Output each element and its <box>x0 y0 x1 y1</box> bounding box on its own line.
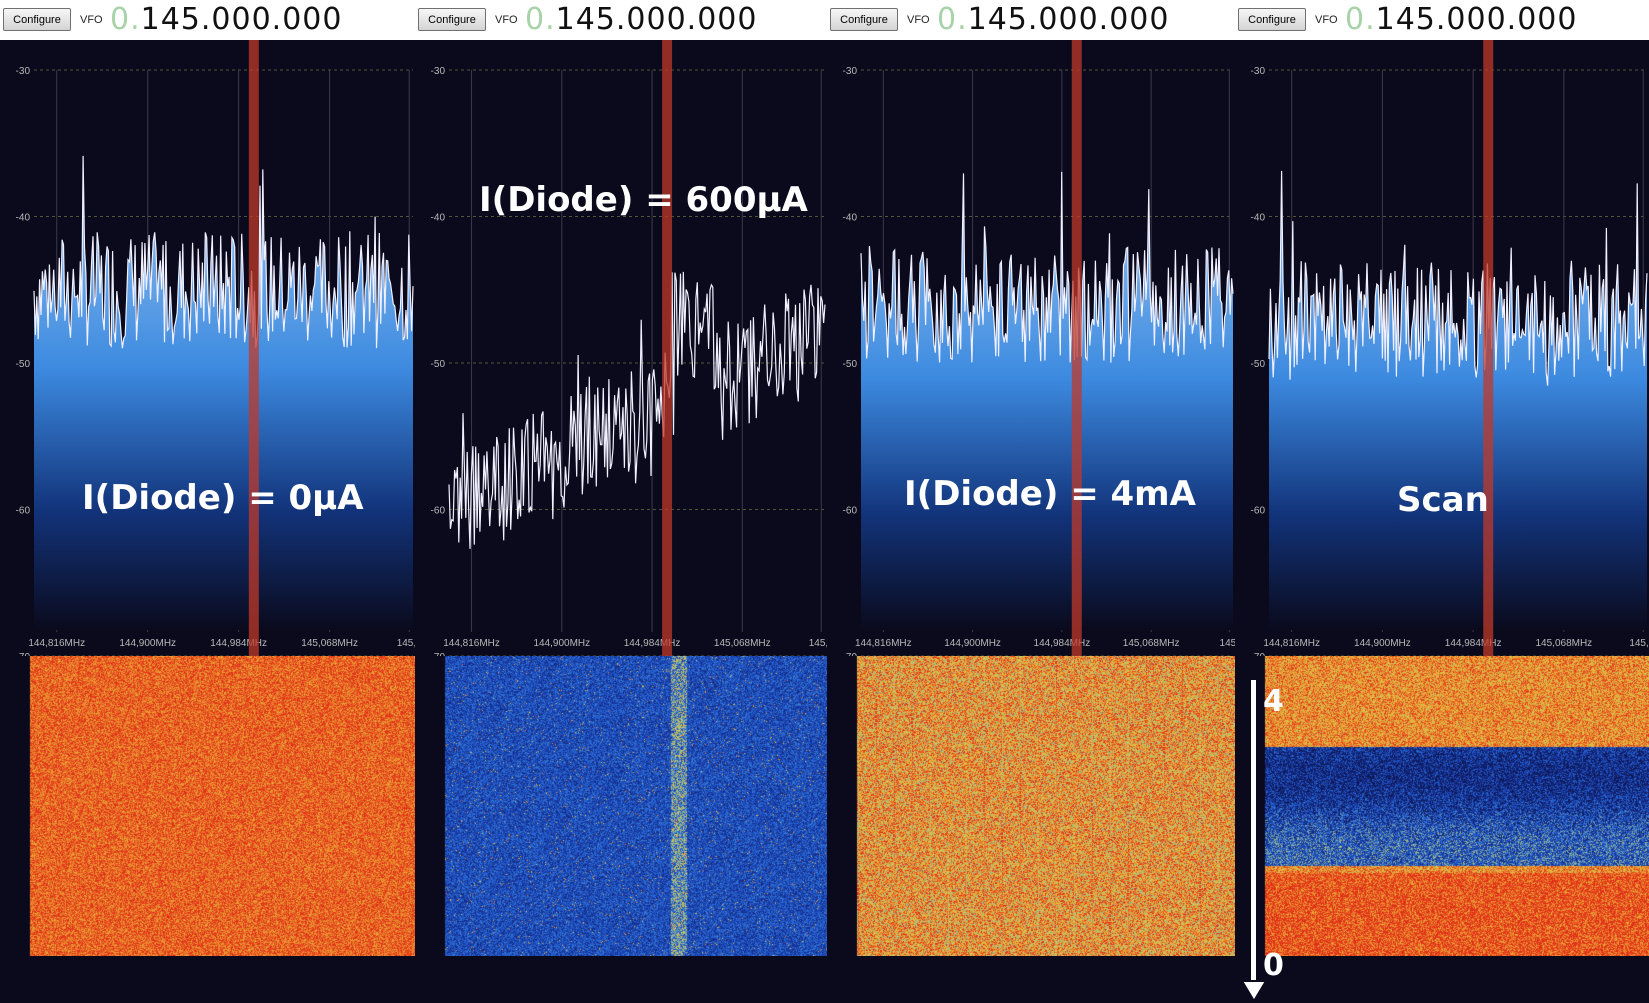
vfo-frequency[interactable]: 0.145.000.000 <box>110 2 342 37</box>
grid <box>449 69 825 656</box>
toolbar: Configure VFO 0.145.000.000 <box>415 0 827 40</box>
spectrum-fill <box>861 171 1233 630</box>
y-tick-label: -40 <box>1251 213 1266 224</box>
sdr-panel-2: Configure VFO 0.145.000.000 -30 -40 -50 -60… <box>415 0 827 1003</box>
sdr-panel-1: Configure VFO 0.145.000.000 -30 -40 -50 -60… <box>0 0 415 1003</box>
x-tick-label: 145,068MHz <box>1535 638 1592 649</box>
y-tick-label: -40 <box>16 213 31 224</box>
scan-axis-top-label: 4 <box>1263 684 1284 719</box>
y-tick-label: -50 <box>431 359 446 370</box>
y-tick-label: -70 <box>431 652 446 656</box>
y-tick-label: -60 <box>1251 506 1266 517</box>
y-tick-label: -60 <box>16 506 31 517</box>
configure-button[interactable]: Configure <box>418 8 486 31</box>
x-tick-label: 144,984MHz <box>624 638 681 649</box>
x-tick-label: 144,900MHz <box>944 638 1001 649</box>
x-tick-label: 145,1 <box>397 638 415 649</box>
vfo-frequency[interactable]: 0.145.000.000 <box>1345 2 1577 37</box>
vfo-label: VFO <box>1315 14 1338 26</box>
toolbar: Configure VFO 0.145.000.000 <box>827 0 1235 40</box>
vfo-frequency-value: 145.000.000 <box>555 2 758 37</box>
x-tick-label: 145, <box>1220 638 1235 649</box>
overlay-label: I(Diode) = 600µA <box>479 180 808 220</box>
configure-button[interactable]: Configure <box>830 8 898 31</box>
x-tick-label: 144,816MHz <box>1263 638 1320 649</box>
y-tick-label: -30 <box>1251 66 1266 77</box>
spectrum-trace <box>860 171 1234 363</box>
spectrum-fill <box>1269 170 1647 630</box>
waterfall-display[interactable] <box>827 656 1235 956</box>
vfo-frequency[interactable]: 0.145.000.000 <box>937 2 1169 37</box>
vfo-frequency-value: 145.000.000 <box>1375 2 1578 37</box>
y-tick-label: -50 <box>16 359 31 370</box>
spectrum-plot[interactable]: -30 -40 -50 -60 -70 144,816MHz 144,900MHz 144,9… <box>415 0 827 656</box>
x-tick-label: 144,984MHz <box>1445 638 1502 649</box>
vfo-frequency-prefix: 0. <box>1345 2 1376 37</box>
y-tick-label: -60 <box>431 506 446 517</box>
sdr-panel-3: Configure VFO 0.145.000.000 -30 -40 -50 -60… <box>827 0 1235 1003</box>
x-tick-label: 145,1! <box>1629 638 1649 649</box>
y-tick-label: -70 <box>16 652 31 656</box>
x-tick-label: 144,900MHz <box>1354 638 1411 649</box>
waterfall-display[interactable] <box>0 656 415 956</box>
vfo-frequency-prefix: 0. <box>110 2 141 37</box>
overlay-label: I(Diode) = 0µA <box>82 478 364 518</box>
y-tick-label: -30 <box>431 66 446 77</box>
vfo-label: VFO <box>80 14 103 26</box>
y-tick-label: -40 <box>431 213 446 224</box>
vfo-label: VFO <box>495 14 518 26</box>
x-tick-label: 144,816MHz <box>443 638 500 649</box>
vfo-marker <box>248 40 259 656</box>
waterfall-display[interactable] <box>415 656 827 956</box>
y-tick-label: -30 <box>16 66 31 77</box>
spectrum-trace <box>33 155 414 349</box>
x-tick-label: 145,068MHz <box>714 638 771 649</box>
x-tick-label: 145,1 <box>809 638 827 649</box>
toolbar: Configure VFO 0.145.000.000 <box>0 0 415 40</box>
y-tick-label: -60 <box>843 506 858 517</box>
scan-axis-bottom-label: 0 <box>1263 948 1284 983</box>
configure-button[interactable]: Configure <box>3 8 71 31</box>
y-tick-label: -50 <box>843 359 858 370</box>
y-tick-label: -70 <box>843 652 858 656</box>
x-tick-label: 144,984MHz <box>1034 638 1091 649</box>
configure-button[interactable]: Configure <box>1238 8 1306 31</box>
x-tick-label: 144,984MHz <box>210 638 267 649</box>
vfo-frequency-value: 145.000.000 <box>140 2 343 37</box>
x-tick-label: 145,068MHz <box>1123 638 1180 649</box>
x-tick-label: 144,900MHz <box>119 638 176 649</box>
vfo-marker <box>1483 40 1494 656</box>
x-tick-label: 144,816MHz <box>28 638 85 649</box>
x-tick-label: 145,068MHz <box>301 638 358 649</box>
spectrum-trace <box>1268 170 1648 386</box>
overlay-label: I(Diode) = 4mA <box>904 474 1196 514</box>
vfo-frequency[interactable]: 0.145.000.000 <box>525 2 757 37</box>
spectrum-plot[interactable]: -30 -40 -50 -60 -70 144,816MHz 144,900MHz 144,9… <box>827 0 1235 656</box>
y-tick-label: -70 <box>1251 652 1266 656</box>
scan-arrow-down-icon <box>1240 980 1268 1003</box>
spectrum-plot[interactable]: -30 -40 -50 -60 -70 144,816MHz 144,900MHz 144,9… <box>0 0 415 656</box>
spectrum-trace <box>448 271 826 549</box>
vfo-frequency-prefix: 0. <box>937 2 968 37</box>
toolbar: Configure VFO 0.145.000.000 <box>1235 0 1649 40</box>
scan-axis-line <box>1251 680 1256 980</box>
overlay-label: Scan <box>1397 480 1489 520</box>
vfo-marker <box>662 40 673 656</box>
y-tick-label: -40 <box>843 213 858 224</box>
vfo-label: VFO <box>907 14 930 26</box>
x-tick-label: 144,816MHz <box>855 638 912 649</box>
vfo-marker <box>1071 40 1082 656</box>
waterfall-display[interactable] <box>1235 656 1649 956</box>
y-tick-label: -30 <box>843 66 858 77</box>
sdr-panel-4: Configure VFO 0.145.000.000 -30 -40 -50 -60… <box>1235 0 1649 1003</box>
spectrum-plot[interactable]: -30 -40 -50 -60 -70 144,816MHz 144,900MHz 144,9… <box>1235 0 1649 656</box>
vfo-frequency-value: 145.000.000 <box>967 2 1170 37</box>
x-tick-label: 144,900MHz <box>533 638 590 649</box>
spectrum-fill <box>34 155 413 630</box>
y-tick-label: -50 <box>1251 359 1266 370</box>
vfo-frequency-prefix: 0. <box>525 2 556 37</box>
